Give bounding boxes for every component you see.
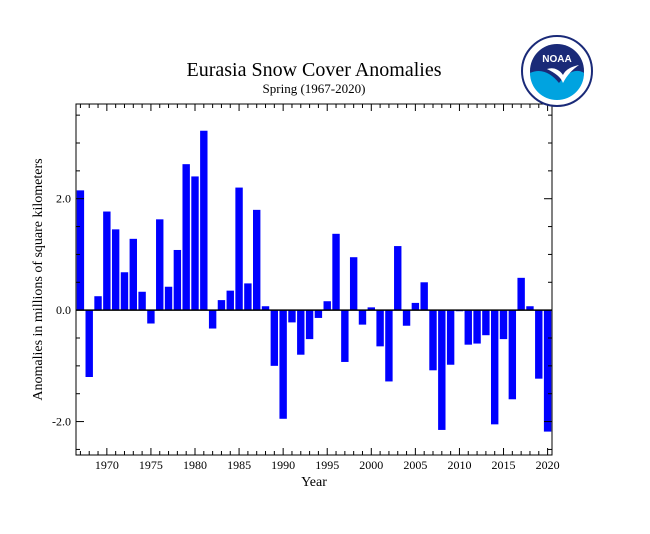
bar-1972 bbox=[120, 272, 129, 311]
bar-1984 bbox=[226, 290, 234, 311]
bar-2009 bbox=[446, 310, 455, 365]
bar-1971 bbox=[111, 229, 120, 311]
bar-2005 bbox=[411, 302, 420, 311]
bar-2013 bbox=[482, 310, 490, 336]
bar-1996 bbox=[332, 233, 340, 311]
bar-1982 bbox=[208, 310, 217, 329]
x-tick-label: 1975 bbox=[139, 458, 163, 472]
bar-2000 bbox=[367, 307, 375, 311]
x-tick-label: 2005 bbox=[403, 458, 427, 472]
bar-2003 bbox=[394, 246, 402, 311]
bar-2004 bbox=[402, 310, 411, 326]
bar-1973 bbox=[129, 238, 137, 311]
y-tick-label: -2.0 bbox=[52, 415, 71, 429]
y-tick-label: 2.0 bbox=[56, 192, 71, 206]
bar-1983 bbox=[217, 300, 226, 311]
noaa-logo: NOAA bbox=[521, 35, 593, 107]
x-tick-label: 1970 bbox=[95, 458, 119, 472]
bar-1993 bbox=[305, 310, 314, 340]
bar-1976 bbox=[156, 219, 164, 311]
bar-1985 bbox=[235, 187, 243, 311]
bar-1987 bbox=[253, 209, 261, 311]
bar-2012 bbox=[473, 310, 481, 344]
x-tick-label: 2000 bbox=[359, 458, 383, 472]
bar-1980 bbox=[191, 176, 199, 311]
bar-1977 bbox=[164, 286, 173, 311]
bar-2014 bbox=[491, 310, 499, 425]
x-tick-label: 1990 bbox=[271, 458, 295, 472]
bar-1988 bbox=[261, 306, 270, 311]
bar-2019 bbox=[535, 310, 543, 379]
bar-1967 bbox=[76, 190, 85, 311]
bar-2018 bbox=[526, 306, 534, 311]
x-tick-label: 2015 bbox=[492, 458, 516, 472]
bar-1974 bbox=[138, 291, 146, 311]
bar-1981 bbox=[200, 130, 208, 311]
bar-1969 bbox=[94, 296, 102, 311]
bar-2006 bbox=[420, 282, 428, 311]
bar-1975 bbox=[147, 310, 155, 324]
y-axis-label: Anomalies in millions of square kilomete… bbox=[31, 158, 46, 400]
plot-area bbox=[75, 103, 553, 456]
bar-1970 bbox=[103, 211, 111, 311]
bar-1995 bbox=[323, 301, 331, 311]
chart-title: Eurasia Snow Cover Anomalies bbox=[187, 59, 442, 81]
bar-1994 bbox=[314, 310, 323, 318]
x-tick-label: 1995 bbox=[315, 458, 339, 472]
bar-2007 bbox=[429, 310, 437, 371]
x-tick-label: 2020 bbox=[536, 458, 560, 472]
bar-2008 bbox=[438, 310, 446, 430]
x-tick-label: 1980 bbox=[183, 458, 207, 472]
bar-1978 bbox=[173, 249, 182, 311]
axis-tick-labels: 1970 1975 1980 1985 1990 1995 2000 2005 2010 2015… bbox=[52, 192, 560, 472]
bar-2011 bbox=[464, 310, 472, 345]
bar-1999 bbox=[358, 310, 367, 325]
bar-1991 bbox=[288, 310, 296, 323]
y-tick-label: 0.0 bbox=[56, 303, 71, 317]
bar-1989 bbox=[270, 310, 279, 366]
bar-1992 bbox=[297, 310, 305, 355]
bar-series bbox=[76, 130, 552, 432]
x-tick-label: 1985 bbox=[227, 458, 251, 472]
bar-2016 bbox=[508, 310, 517, 400]
bar-1997 bbox=[341, 310, 349, 362]
bar-1998 bbox=[349, 257, 358, 311]
x-tick-label: 2010 bbox=[447, 458, 471, 472]
bar-2002 bbox=[385, 310, 393, 382]
bar-2001 bbox=[376, 310, 384, 347]
bar-2015 bbox=[499, 310, 508, 340]
x-axis-label: Year bbox=[301, 475, 327, 490]
bar-1986 bbox=[244, 283, 252, 311]
bar-1979 bbox=[182, 164, 190, 311]
chart-subtitle: Spring (1967-2020) bbox=[263, 81, 366, 96]
axis-ticks bbox=[76, 104, 552, 455]
bar-1990 bbox=[279, 310, 287, 419]
bar-2020 bbox=[543, 310, 552, 432]
bar-2017 bbox=[517, 277, 525, 311]
noaa-logo-text: NOAA bbox=[542, 54, 571, 65]
bar-1968 bbox=[85, 310, 93, 377]
